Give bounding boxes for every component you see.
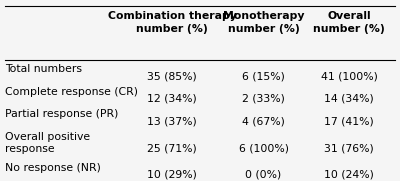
Text: 13 (37%): 13 (37%) (147, 116, 197, 126)
Text: Partial response (PR): Partial response (PR) (5, 109, 119, 119)
Text: 31 (76%): 31 (76%) (324, 143, 374, 153)
Text: Overall
number (%): Overall number (%) (313, 11, 385, 34)
Text: Total numbers: Total numbers (5, 64, 82, 74)
Text: 0 (0%): 0 (0%) (246, 170, 282, 180)
Text: No response (NR): No response (NR) (5, 163, 101, 173)
Text: 10 (24%): 10 (24%) (324, 170, 374, 180)
Text: 6 (100%): 6 (100%) (238, 143, 288, 153)
Text: Overall positive
response: Overall positive response (5, 132, 90, 154)
Text: 14 (34%): 14 (34%) (324, 94, 374, 104)
Text: 25 (71%): 25 (71%) (147, 143, 197, 153)
Text: Monotherapy
number (%): Monotherapy number (%) (223, 11, 304, 34)
Text: 12 (34%): 12 (34%) (147, 94, 197, 104)
Text: 2 (33%): 2 (33%) (242, 94, 285, 104)
Text: 10 (29%): 10 (29%) (147, 170, 197, 180)
Text: Combination therapy
number (%): Combination therapy number (%) (108, 11, 237, 34)
Text: 6 (15%): 6 (15%) (242, 71, 285, 81)
Text: 41 (100%): 41 (100%) (320, 71, 377, 81)
Text: Complete response (CR): Complete response (CR) (5, 87, 138, 97)
Text: 4 (67%): 4 (67%) (242, 116, 285, 126)
Text: 17 (41%): 17 (41%) (324, 116, 374, 126)
Text: 35 (85%): 35 (85%) (147, 71, 197, 81)
